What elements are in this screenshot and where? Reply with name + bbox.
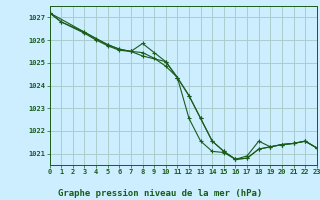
- Text: Graphe pression niveau de la mer (hPa): Graphe pression niveau de la mer (hPa): [58, 189, 262, 198]
